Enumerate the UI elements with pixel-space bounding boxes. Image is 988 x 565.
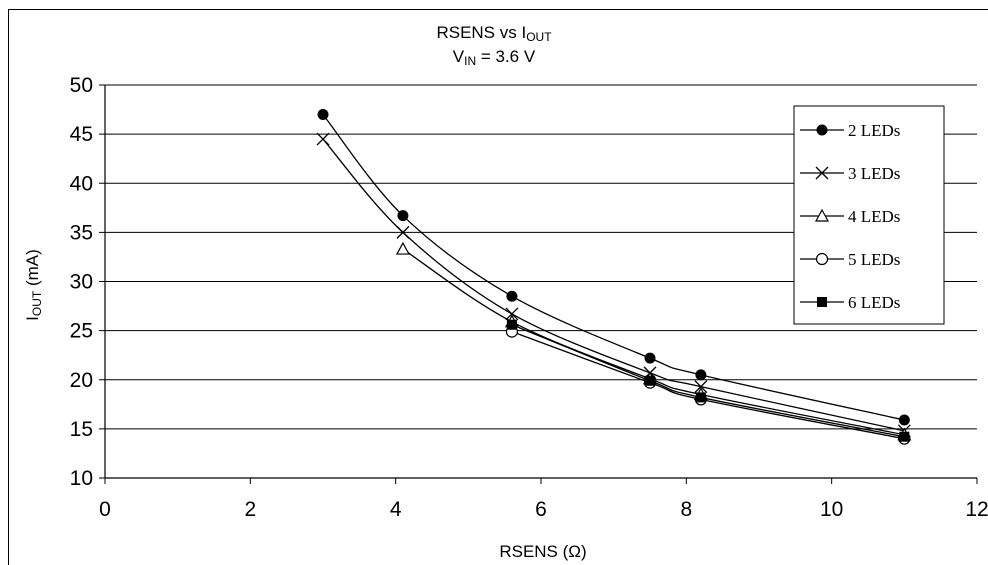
y-axis-label-main: I [23, 316, 42, 321]
legend-marker [814, 208, 830, 222]
legend-label: 4 LEDs [848, 207, 900, 226]
data-point [395, 241, 410, 255]
data-point [695, 392, 706, 403]
data-point [899, 431, 910, 442]
data-point [506, 319, 517, 330]
x-tick-label: 8 [680, 498, 692, 521]
title-line-1-subscript: OUT [526, 30, 552, 44]
x-tick-label: 0 [99, 498, 111, 521]
y-tick-label: 45 [70, 123, 93, 146]
legend-label: 5 LEDs [848, 250, 900, 269]
data-point [397, 210, 409, 222]
title-line-2-subscript: IN [464, 54, 476, 68]
chart-title-line-1: RSENS vs IOUT [436, 23, 552, 44]
legend-item: 3 LEDs [800, 164, 900, 183]
y-axis-label: IOUT (mA) [23, 249, 44, 321]
x-tick-label: 6 [535, 498, 547, 521]
data-point [317, 108, 329, 120]
tick-labels: 10 15 20 25 30 35 40 45 50 0 2 4 6 8 10 12 [70, 74, 988, 521]
series-line [511, 331, 905, 440]
data-point [316, 132, 330, 146]
series-group [316, 108, 912, 445]
data-point [898, 414, 910, 426]
y-tick-label: 10 [70, 467, 93, 490]
y-axis-label-subscript: OUT [30, 290, 44, 316]
series-3-leds [316, 132, 911, 438]
series-line [511, 324, 905, 438]
legend-marker [815, 252, 829, 266]
data-point [694, 380, 708, 394]
y-tick-label: 40 [70, 172, 93, 195]
legend-item: 5 LEDs [800, 250, 900, 269]
y-tick-label: 20 [70, 369, 93, 392]
legend-item: 6 LEDs [800, 293, 900, 312]
series-2-leds [317, 108, 910, 426]
legend-item: 2 LEDs [800, 121, 900, 140]
legend-label: 2 LEDs [848, 121, 900, 140]
title-line-1-main: RSENS vs I [436, 23, 526, 42]
x-tick-label: 4 [390, 498, 402, 521]
grid-lines [105, 84, 977, 430]
series-6-leds [506, 319, 910, 442]
title-line-2-rest: = 3.6 V [476, 47, 536, 66]
x-tick-label: 10 [820, 498, 843, 521]
legend-label: 3 LEDs [848, 164, 900, 183]
legend-marker [817, 297, 827, 307]
axes [99, 84, 978, 484]
legend-label: 6 LEDs [848, 293, 900, 312]
y-tick-label: 35 [70, 221, 93, 244]
legend-marker [815, 166, 829, 180]
x-axis-label: RSENS (Ω) [499, 542, 586, 561]
y-tick-label: 30 [70, 271, 93, 294]
data-point [695, 369, 707, 381]
data-point [506, 290, 518, 302]
x-tick-label: 12 [965, 498, 988, 521]
series-line [322, 138, 905, 432]
legend-item: 4 LEDs [800, 207, 900, 226]
x-tick-label: 2 [244, 498, 256, 521]
data-point [645, 375, 655, 386]
chart-title-line-2: VIN = 3.6 V [453, 47, 536, 68]
y-tick-label: 50 [70, 74, 93, 97]
legend: 2 LEDs 3 LEDs 4 LEDs 5 LEDs 6 LEDs [793, 105, 945, 325]
y-tick-label: 15 [70, 418, 93, 441]
data-point [644, 352, 656, 364]
y-tick-label: 25 [70, 320, 93, 343]
series-line [322, 114, 905, 421]
data-point [396, 225, 410, 239]
data-point [505, 307, 519, 321]
title-line-2-main: V [453, 47, 465, 66]
legend-marker [816, 124, 828, 136]
y-axis-label-rest: (mA) [23, 249, 42, 291]
